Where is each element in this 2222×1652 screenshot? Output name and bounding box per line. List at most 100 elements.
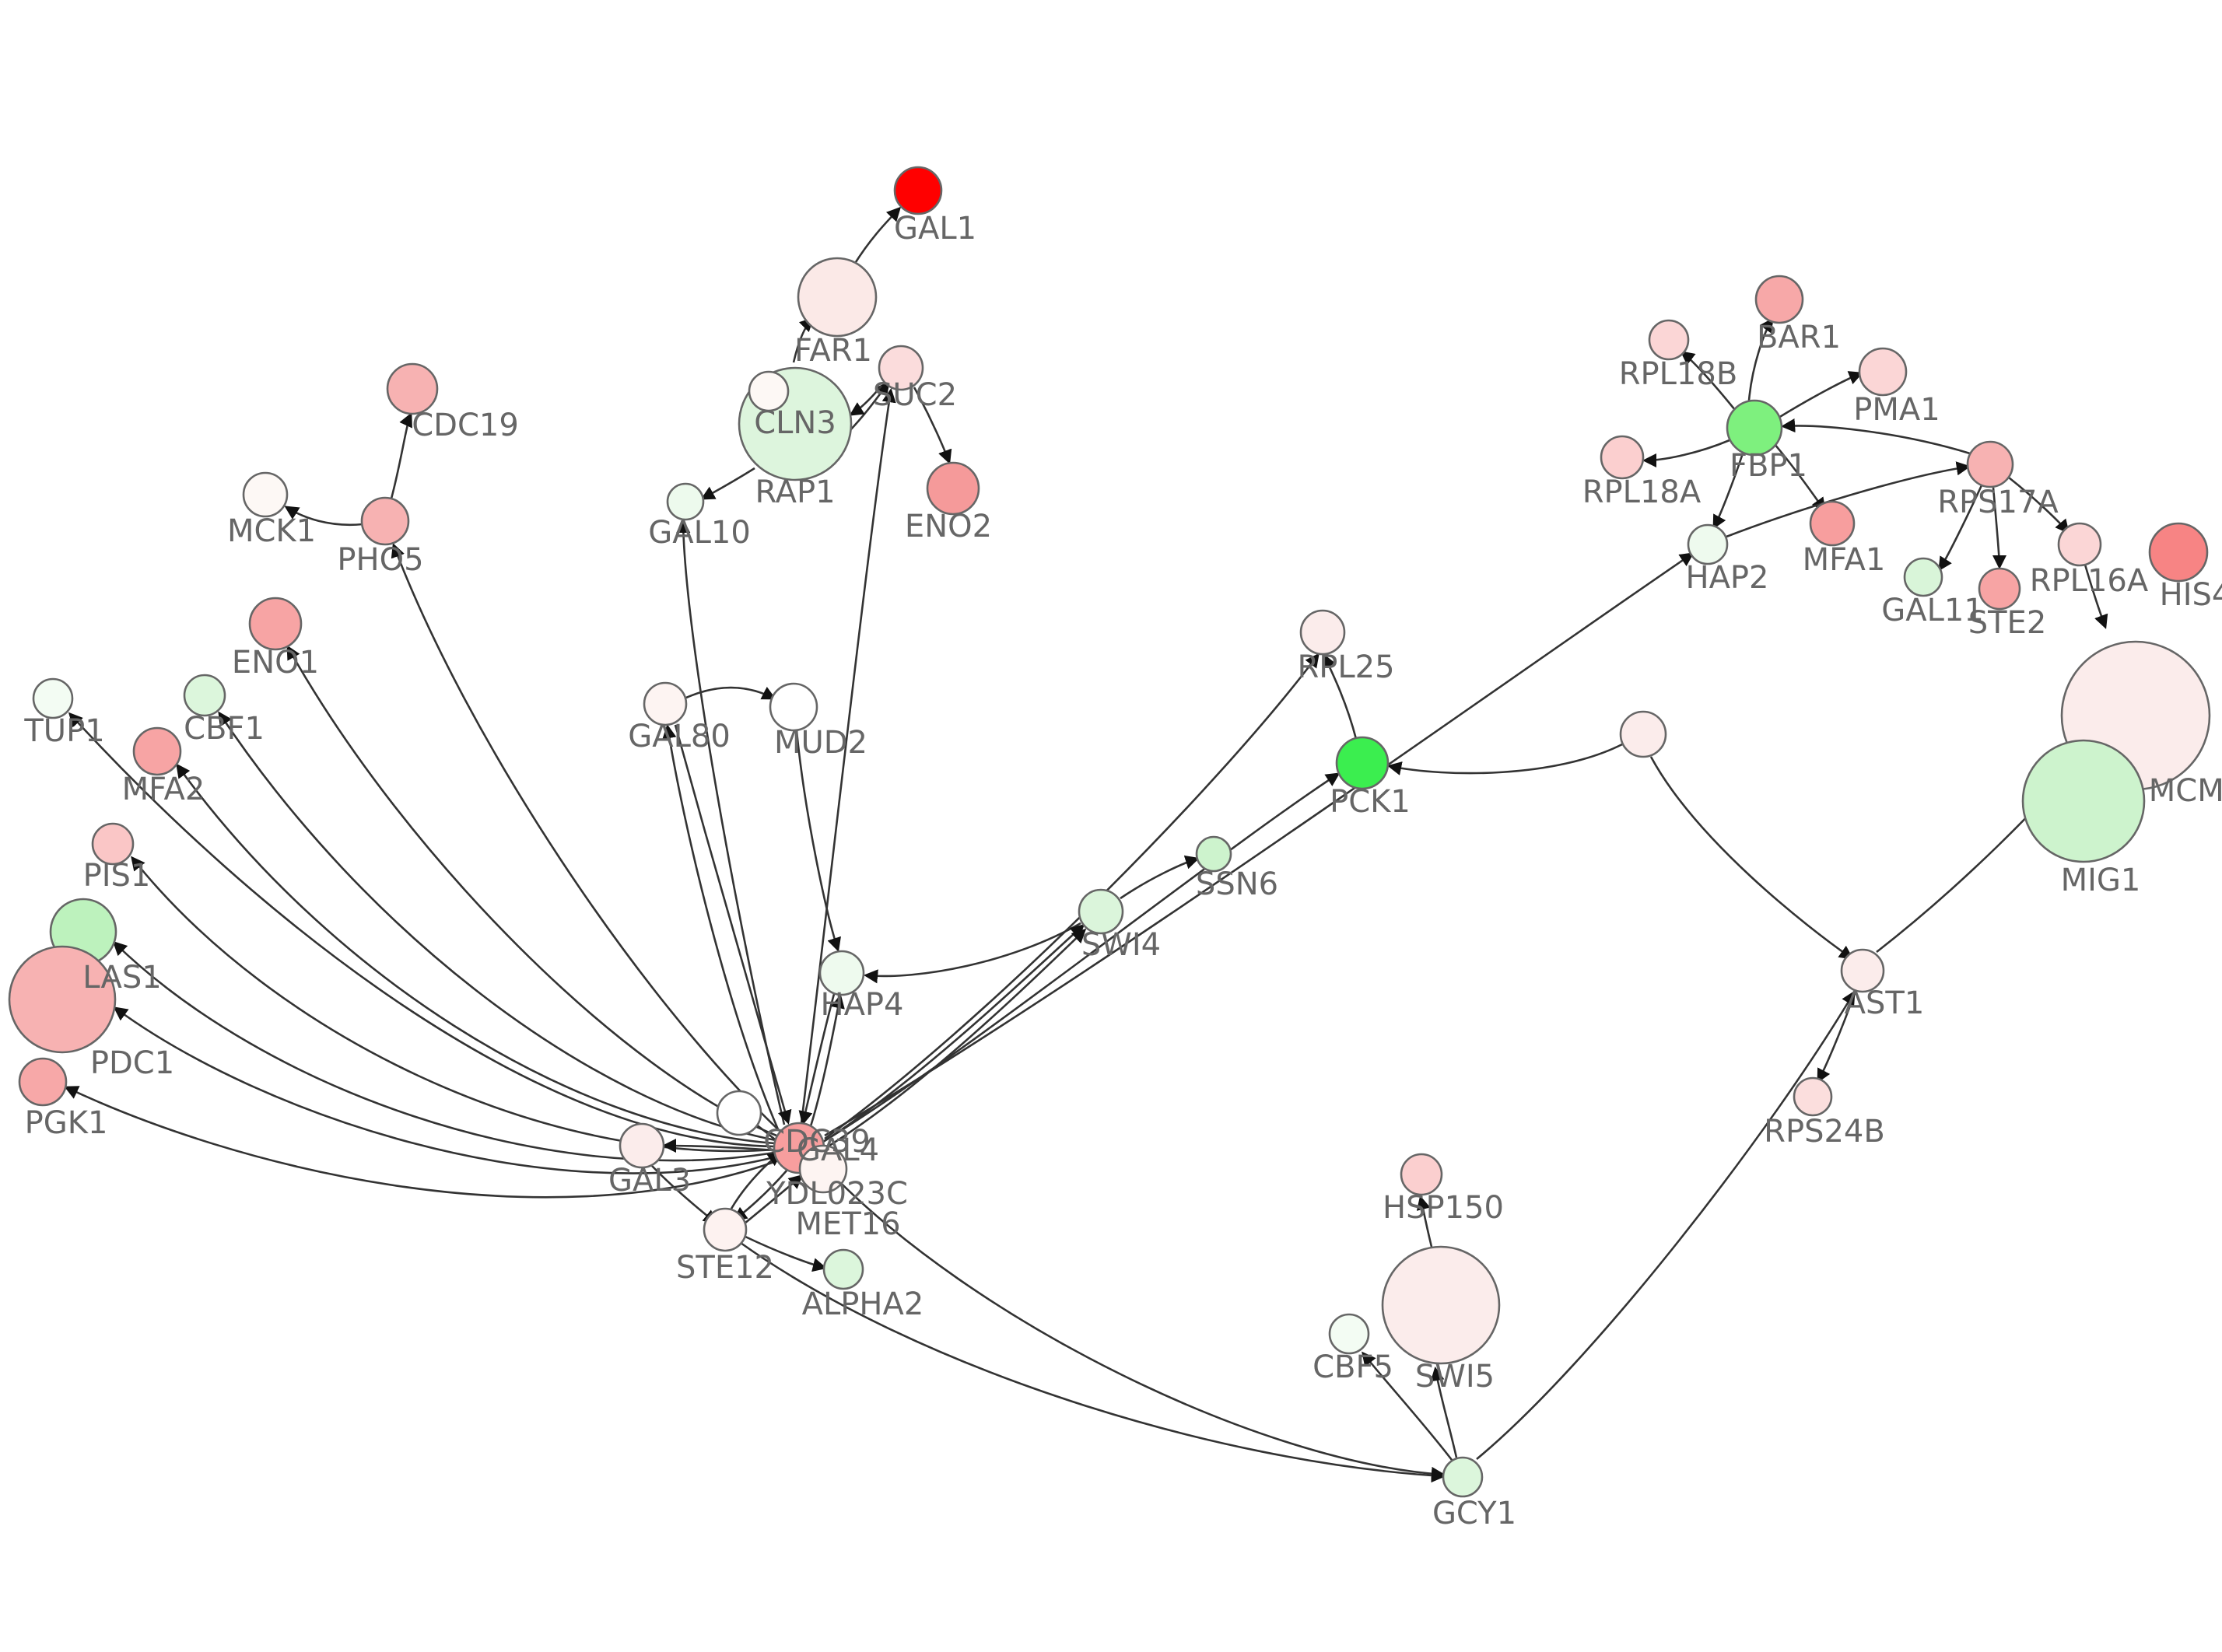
edge-layer: [64, 206, 2108, 1483]
edge-gal4-to-pck1: [822, 772, 1341, 1143]
edge-fbp1-to-hap2: [1712, 453, 1744, 530]
gene-label-alpha2: ALPHA2: [802, 1286, 924, 1322]
gene-label-eno2: ENO2: [905, 509, 992, 544]
gene-node-hap2[interactable]: [1687, 523, 1729, 565]
gene-node-rpl25[interactable]: [1299, 609, 1346, 656]
edge-gal4-to-swi4b: [822, 928, 1087, 1151]
edge-gal4-to-pho5: [391, 543, 779, 1130]
gene-label-rpl18a: RPL18A: [1582, 474, 1702, 510]
gene-node-hub2[interactable]: [1619, 710, 1667, 758]
edge-suc2-to-cln3: [849, 385, 882, 416]
gene-node-far1[interactable]: [797, 257, 878, 338]
edge-gcy1-to-ast1: [1476, 990, 1856, 1461]
gene-node-eno2[interactable]: [926, 461, 980, 516]
gene-node-alpha2[interactable]: [822, 1248, 864, 1290]
gene-node-mfa1[interactable]: [1809, 500, 1856, 547]
gene-node-ste2[interactable]: [1978, 567, 2021, 611]
gene-label-pck1: PCK1: [1330, 784, 1411, 820]
gene-label-pma1: PMA1: [1853, 392, 1940, 428]
gene-node-rps24b[interactable]: [1793, 1076, 1833, 1117]
gene-label-swi5: SWI5: [1415, 1359, 1495, 1395]
gene-label-hap2: HAP2: [1685, 560, 1768, 596]
edge-gal4-to-gal3: [661, 1138, 775, 1153]
gene-node-hsp150[interactable]: [1400, 1153, 1443, 1196]
gene-node-suc2[interactable]: [878, 345, 924, 391]
edge-ste12-to-alpha2: [745, 1235, 827, 1272]
edge-mud2-to-hap4: [795, 730, 841, 952]
gene-node-gal80[interactable]: [643, 681, 688, 726]
edge-hub2-to-pck1: [1387, 743, 1623, 775]
gene-node-cbf5[interactable]: [1328, 1313, 1370, 1355]
gene-node-pck1[interactable]: [1335, 736, 1390, 790]
gene-label-hap4: HAP4: [820, 987, 903, 1023]
gene-label-ste12: STE12: [676, 1250, 774, 1286]
gene-node-rpl18a[interactable]: [1600, 435, 1645, 480]
edge-ste12-to-gcy1: [740, 1241, 1446, 1483]
edge-rps17a-to-fbp1: [1780, 418, 1971, 455]
edge-gal4-to-tup1: [68, 712, 775, 1148]
gene-node-pho5[interactable]: [360, 496, 410, 546]
gene-node-gcy1[interactable]: [1442, 1456, 1484, 1498]
gene-label-ssn6: SSN6: [1196, 866, 1278, 902]
edge-swi4-to-ssn6: [1120, 855, 1200, 900]
gene-node-pgk1[interactable]: [18, 1057, 68, 1107]
gene-label-rps17a: RPS17A: [1937, 485, 2059, 520]
gene-node-rpl16a[interactable]: [2057, 522, 2102, 567]
gene-node-gal1[interactable]: [893, 166, 943, 215]
gene-label-gal10: GAL10: [648, 515, 751, 551]
gene-node-gal3[interactable]: [619, 1122, 665, 1169]
gene-node-ydl023c[interactable]: [798, 1144, 848, 1194]
edge-ste12-to-ydl023c: [744, 1174, 804, 1225]
gene-node-mud2[interactable]: [769, 682, 818, 732]
edge-hub2-to-ast1: [1649, 756, 1854, 960]
gene-node-pis1[interactable]: [91, 822, 135, 866]
gene-node-tup1[interactable]: [32, 677, 74, 719]
gene-node-fbp1[interactable]: [1726, 399, 1783, 457]
edge-gal4-to-swi4: [820, 923, 1085, 1145]
gene-node-mig1[interactable]: [2021, 739, 2146, 863]
edge-gal4-to-gcy1: [824, 1166, 1446, 1482]
gene-node-mck1[interactable]: [242, 471, 289, 518]
edge-pho5-to-mck1: [284, 506, 363, 527]
edge-gal80-to-mud2: [685, 686, 776, 700]
gene-node-swi4[interactable]: [1078, 888, 1124, 935]
gene-label-pgk1: PGK1: [25, 1105, 108, 1141]
edge-gal4-to-gal80: [662, 724, 780, 1130]
gene-node-cdc19[interactable]: [386, 362, 439, 415]
gene-node-hap4[interactable]: [818, 950, 865, 996]
edge-gal4-to-hap4: [809, 994, 845, 1127]
gene-label-cbf1: CBF1: [184, 711, 265, 747]
gene-label-gal4: GAL4: [797, 1132, 879, 1168]
edge-fbp1-to-rpl18a: [1642, 439, 1730, 468]
gene-node-ssn6[interactable]: [1195, 835, 1232, 873]
gene-label-suc2: SUC2: [873, 377, 957, 413]
edge-gal4-to-eno1: [286, 645, 777, 1137]
gene-node-pma1[interactable]: [1858, 347, 1908, 397]
gene-node-gal10[interactable]: [666, 482, 705, 521]
gene-label-cdc39: CDC39: [763, 1124, 871, 1160]
gene-label-pdc1: PDC1: [90, 1045, 174, 1081]
gene-node-ast1[interactable]: [1840, 948, 1885, 993]
edge-cln3-to-suc2: [847, 380, 890, 433]
gene-label-swi4: SWI4: [1081, 927, 1161, 963]
gene-node-cbf1[interactable]: [183, 674, 226, 717]
edge-gal80-to-gal4: [674, 724, 792, 1125]
gene-node-swi5[interactable]: [1381, 1245, 1501, 1365]
edge-gal4-to-suc2: [800, 388, 896, 1124]
gene-label-mfa1: MFA1: [1803, 542, 1886, 578]
gene-node-mfa2[interactable]: [132, 726, 182, 776]
gene-label-gcy1: GCY1: [1432, 1496, 1516, 1531]
gene-node-bar1[interactable]: [1754, 275, 1804, 324]
gene-node-ste12[interactable]: [703, 1207, 748, 1252]
gene-node-gal11[interactable]: [1903, 557, 1943, 597]
gene-node-rps17a[interactable]: [1966, 440, 2014, 488]
gene-node-rap1[interactable]: [748, 370, 790, 412]
gene-node-eno1[interactable]: [248, 597, 303, 651]
gene-node-his4[interactable]: [2148, 522, 2209, 583]
node-layer: [8, 166, 2211, 1498]
gene-node-rpl18b[interactable]: [1648, 319, 1690, 361]
gene-node-pdc1[interactable]: [8, 945, 117, 1054]
gene-node-cdc39[interactable]: [716, 1090, 762, 1136]
edge-gal4-to-mfa2: [176, 763, 776, 1145]
